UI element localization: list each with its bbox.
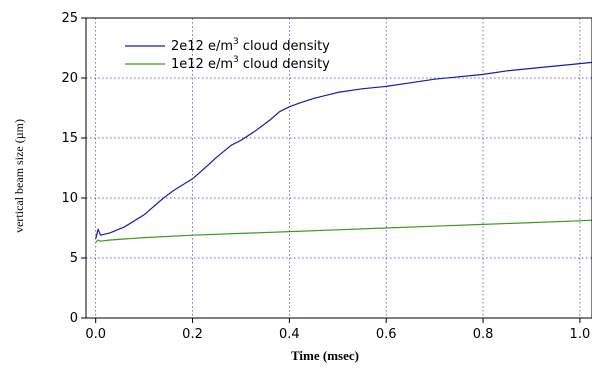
plot-frame xyxy=(85,17,592,319)
x-tick-label: 1.0 xyxy=(570,327,591,342)
series-line-1 xyxy=(95,219,592,243)
y-tick-label: 20 xyxy=(61,71,78,86)
x-tick-label: 0.0 xyxy=(85,327,106,342)
x-tick-label: 0.4 xyxy=(279,327,300,342)
series-layer xyxy=(95,61,592,243)
axis-ticks xyxy=(81,17,581,323)
y-tick-label: 10 xyxy=(61,191,78,206)
y-tick-label: 5 xyxy=(70,251,78,266)
x-tick-label: 0.8 xyxy=(473,327,494,342)
y-tick-label: 25 xyxy=(61,11,78,26)
legend-label-0: 2e12 e/m3 cloud density xyxy=(171,37,330,54)
y-tick-label: 15 xyxy=(61,131,78,146)
y-tick-label: 0 xyxy=(70,311,78,326)
y-axis-title: vertical beam size (µm) xyxy=(12,119,26,233)
series-line-0 xyxy=(95,61,592,239)
legend-label-1: 1e12 e/m3 cloud density xyxy=(171,55,330,72)
x-axis-title: Time (msec) xyxy=(291,348,359,363)
x-tick-label: 0.6 xyxy=(376,327,397,342)
x-tick-label: 0.2 xyxy=(182,327,203,342)
tick-labels: 0 5 10 15 20 25 0.0 0.2 0.4 0.6 0.8 1.0 xyxy=(61,11,590,342)
grid xyxy=(86,18,592,318)
